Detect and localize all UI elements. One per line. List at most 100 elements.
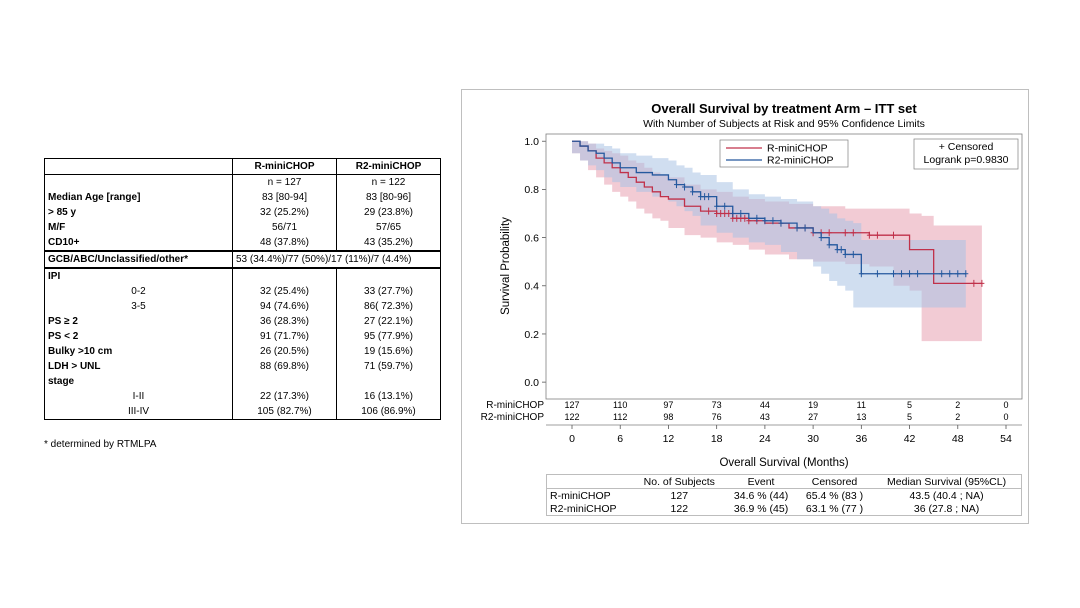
chart-subtitle: With Number of Subjects at Risk and 95% …: [643, 118, 925, 130]
value-r-minichop: 83 [80-94]: [232, 190, 337, 205]
summary-row: R-miniCHOP 127 34.6 % (44) 65.4 % (83 ) 43.5…: [547, 489, 1022, 503]
value-r-minichop: 32 (25.2%): [232, 205, 337, 220]
x-tick-label: 36: [855, 433, 867, 445]
at-risk-count: 110: [613, 400, 627, 410]
summary-row: R2-miniCHOP 122 36.9 % (45) 63.1 % (77 ) 36 …: [547, 502, 1022, 516]
value-r-minichop: 48 (37.8%): [232, 235, 337, 251]
at-risk-count: 2: [955, 412, 960, 422]
at-risk-count: 73: [712, 400, 722, 410]
confidence-band-r2-minichop: [572, 141, 966, 308]
summary-header-cell: No. of Subjects: [633, 474, 726, 489]
at-risk-group-label: R2-miniCHOP: [481, 412, 545, 423]
row-label: 0-2: [44, 284, 233, 299]
x-tick-label: 30: [807, 433, 819, 445]
table-header-row: R-miniCHOP R2-miniCHOP: [44, 158, 441, 175]
summary-cell: 34.6 % (44): [733, 489, 789, 502]
row-label: 3-5: [44, 299, 233, 314]
y-tick-label: 0.0: [524, 377, 539, 389]
table-row: LDH > UNL 88 (69.8%) 71 (59.7%): [44, 359, 441, 374]
summary-header-cell: Event: [725, 474, 797, 489]
table-row: III-IV 105 (82.7%) 106 (86.9%): [44, 404, 441, 420]
row-label: PS < 2: [44, 329, 233, 344]
x-axis-label: Overall Survival (Months): [719, 457, 848, 469]
summary-group-label: R2-miniCHOP: [550, 502, 617, 515]
at-risk-count: 0: [1003, 412, 1008, 422]
x-tick-label: 18: [711, 433, 723, 445]
table-row: 0-2 32 (25.4%) 33 (27.7%): [44, 284, 441, 299]
table-row: GCB/ABC/Unclassified/other* 53 (34.4%)/77…: [44, 250, 441, 268]
at-risk-count: 19: [808, 400, 818, 410]
summary-cell: 63.1 % (77 ): [805, 502, 864, 515]
summary-cell: 36.9 % (45): [733, 502, 789, 515]
summary-group-label: R-miniCHOP: [550, 489, 611, 502]
y-axis-label: Survival Probability: [500, 217, 512, 315]
at-risk-count: 0: [1003, 400, 1008, 410]
value-r2-minichop: 16 (13.1%): [336, 389, 441, 404]
value-r2-minichop: 106 (86.9%): [336, 404, 441, 420]
at-risk-count: 76: [712, 412, 722, 422]
value-r-minichop: 22 (17.3%): [232, 389, 337, 404]
baseline-characteristics-table: R-miniCHOP R2-miniCHOP n = 127 n = 122 Media…: [44, 158, 441, 420]
table-header-cell: R2-miniCHOP: [336, 158, 441, 175]
legend-label-r-minichop: R-miniCHOP: [767, 143, 828, 155]
at-risk-count: 112: [613, 412, 627, 422]
value-r-minichop: 105 (82.7%): [232, 404, 337, 420]
plot-frame: [545, 133, 1023, 400]
table-row: CD10+ 48 (37.8%) 43 (35.2%): [44, 235, 441, 251]
at-risk-count: 5: [907, 412, 912, 422]
value-r2-minichop: 57/65: [336, 220, 441, 235]
at-risk-group-label: R-miniCHOP: [486, 400, 544, 411]
summary-header-cell: Censored: [796, 474, 873, 489]
row-label: CD10+: [44, 235, 233, 251]
table-row: PS ≥ 2 36 (28.3%) 27 (22.1%): [44, 314, 441, 329]
summary-cell: 65.4 % (83 ): [805, 489, 864, 502]
row-label: Bulky >10 cm: [44, 344, 233, 359]
value-r-minichop: [232, 374, 337, 389]
table-row: Bulky >10 cm 26 (20.5%) 19 (15.6%): [44, 344, 441, 359]
at-risk-count: 43: [760, 412, 770, 422]
value-r2-minichop: [336, 267, 441, 284]
y-tick-label: 0.6: [524, 232, 539, 244]
chart-title: Overall Survival by treatment Arm – ITT …: [651, 101, 917, 116]
value-r-minichop: n = 127: [232, 174, 337, 190]
row-label: Median Age [range]: [44, 190, 233, 205]
value-r-minichop: 26 (20.5%): [232, 344, 337, 359]
table-row: > 85 y 32 (25.2%) 29 (23.8%): [44, 205, 441, 220]
table-header-cell: R-miniCHOP: [232, 158, 337, 175]
value-r-minichop: [232, 267, 337, 284]
value-r2-minichop: n = 122: [336, 174, 441, 190]
table-row: 3-5 94 (74.6%) 86( 72.3%): [44, 299, 441, 314]
at-risk-count: 27: [808, 412, 818, 422]
value-r2-minichop: 27 (22.1%): [336, 314, 441, 329]
value-r2-minichop: 33 (27.7%): [336, 284, 441, 299]
table-row: Median Age [range] 83 [80-94] 83 [80-96]: [44, 190, 441, 205]
at-risk-count: 98: [663, 412, 673, 422]
table-row: n = 127 n = 122: [44, 174, 441, 190]
censor-logrank-box: + Censored Logrank p=0.9830: [913, 138, 1019, 170]
x-tick-label: 54: [1000, 433, 1012, 445]
x-tick-label: 12: [663, 433, 675, 445]
x-tick-label: 6: [617, 433, 623, 445]
survival-chart-panel: Overall Survival by treatment Arm – ITT …: [461, 89, 1029, 524]
y-tick-label: 0.8: [524, 184, 539, 196]
row-label: stage: [44, 374, 233, 389]
x-tick-label: 42: [904, 433, 916, 445]
row-label: LDH > UNL: [44, 359, 233, 374]
y-tick-label: 0.2: [524, 329, 539, 341]
at-risk-count: 122: [564, 412, 579, 422]
value-r2-minichop: 86( 72.3%): [336, 299, 441, 314]
summary-cell: 36 (27.8 ; NA): [913, 502, 980, 515]
value-r2-minichop: 43 (35.2%): [336, 235, 441, 251]
summary-cell: 122: [670, 502, 689, 515]
value-r-minichop: 88 (69.8%): [232, 359, 337, 374]
value-r2-minichop: 29 (23.8%): [336, 205, 441, 220]
at-risk-count: 2: [955, 400, 960, 410]
summary-header-cell: Median Survival (95%CL): [872, 474, 1022, 489]
row-value-span: 53 (34.4%)/77 (50%)/17 (11%)/7 (4.4%): [232, 250, 441, 268]
value-r2-minichop: 95 (77.9%): [336, 329, 441, 344]
row-label: I-II: [44, 389, 233, 404]
censored-note: + Censored: [939, 141, 994, 153]
value-r2-minichop: 19 (15.6%): [336, 344, 441, 359]
row-label: > 85 y: [44, 205, 233, 220]
summary-cell: 43.5 (40.4 ; NA): [909, 489, 984, 502]
